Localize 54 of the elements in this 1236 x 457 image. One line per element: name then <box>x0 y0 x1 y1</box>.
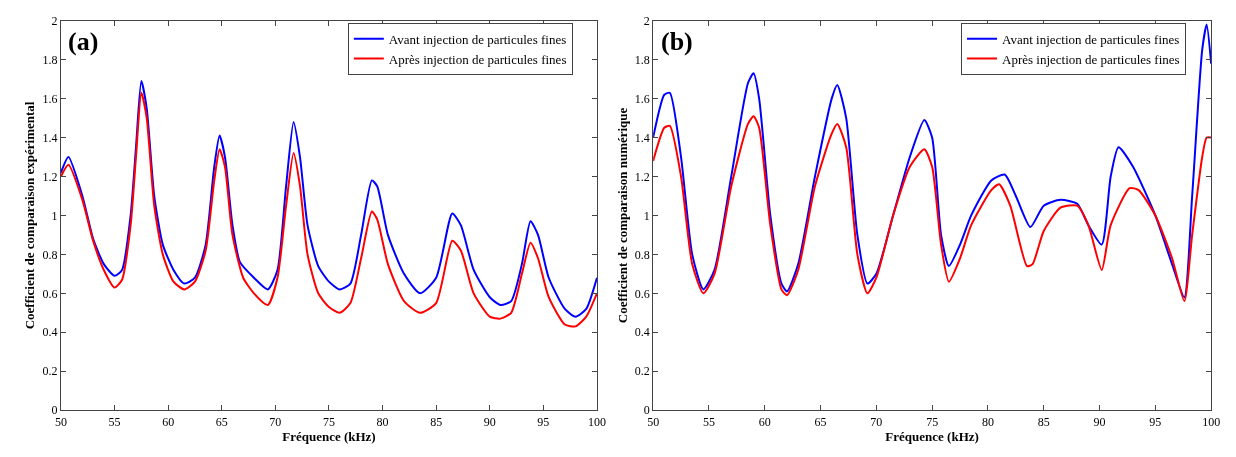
y-tick-label: 1.4 <box>634 130 650 145</box>
x-tick-label: 55 <box>108 414 121 429</box>
x-tick-label: 90 <box>483 414 496 429</box>
y-tick-label: 1 <box>51 208 58 223</box>
y-tick-label: 0.8 <box>42 247 58 262</box>
x-tick-label: 80 <box>981 414 994 429</box>
line-series <box>653 115 1212 303</box>
y-tick-label: 0.2 <box>634 364 650 379</box>
chart-title: (a) <box>68 27 99 56</box>
y-tick-label: 1.2 <box>634 169 650 184</box>
x-tick-label: 70 <box>269 414 282 429</box>
x-tick-label: 70 <box>870 414 883 429</box>
y-tick-label: 1 <box>643 208 650 223</box>
chart-title: (b) <box>661 27 693 56</box>
y-tick-label: 1.8 <box>42 52 58 67</box>
x-axis-title: Fréquence (kHz) <box>282 428 376 444</box>
line-series <box>653 23 1212 299</box>
y-tick-label: 0.2 <box>42 364 58 379</box>
legend-label: Après injection de particules fines <box>1002 51 1180 67</box>
x-tick-label: 55 <box>702 414 715 429</box>
y-tick-label: 2 <box>51 13 58 28</box>
x-tick-label: 65 <box>215 414 228 429</box>
y-tick-label: 0.6 <box>634 286 650 301</box>
y-axis-title: Coefficient de comparaison expérimental <box>22 101 38 330</box>
y-axis-title: Coefficient de comparaison numérique <box>614 107 630 324</box>
y-tick-label: 0.4 <box>42 325 58 340</box>
x-tick-label: 100 <box>1202 414 1221 429</box>
x-tick-label: 50 <box>647 414 660 429</box>
x-tick-label: 60 <box>758 414 771 429</box>
y-tick-label: 1.8 <box>634 52 650 67</box>
y-tick-label: 1.4 <box>42 130 58 145</box>
y-tick-label: 2 <box>643 13 650 28</box>
y-tick-label: 0.8 <box>634 247 650 262</box>
y-tick-label: 0 <box>643 403 650 418</box>
x-tick-label: 95 <box>1149 414 1162 429</box>
legend-label: Avant injection de particules fines <box>388 31 567 47</box>
x-tick-label: 85 <box>430 414 443 429</box>
x-tick-label: 85 <box>1037 414 1050 429</box>
x-tick-label: 65 <box>814 414 827 429</box>
x-tick-label: 80 <box>376 414 389 429</box>
y-tick-label: 0.6 <box>42 286 58 301</box>
x-tick-label: 90 <box>1093 414 1106 429</box>
y-tick-label: 1.6 <box>634 91 650 106</box>
y-tick-label: 0.4 <box>634 325 650 340</box>
x-tick-label: 100 <box>587 414 606 429</box>
x-tick-label: 75 <box>926 414 939 429</box>
y-tick-label: 1.6 <box>42 91 58 106</box>
x-axis-title: Fréquence (kHz) <box>885 428 979 444</box>
legend-label: Avant injection de particules fines <box>1002 31 1180 47</box>
x-tick-label: 60 <box>162 414 175 429</box>
y-tick-label: 1.2 <box>42 169 58 184</box>
x-tick-label: 95 <box>537 414 550 429</box>
legend-label: Après injection de particules fines <box>388 51 567 67</box>
x-tick-label: 75 <box>322 414 335 429</box>
